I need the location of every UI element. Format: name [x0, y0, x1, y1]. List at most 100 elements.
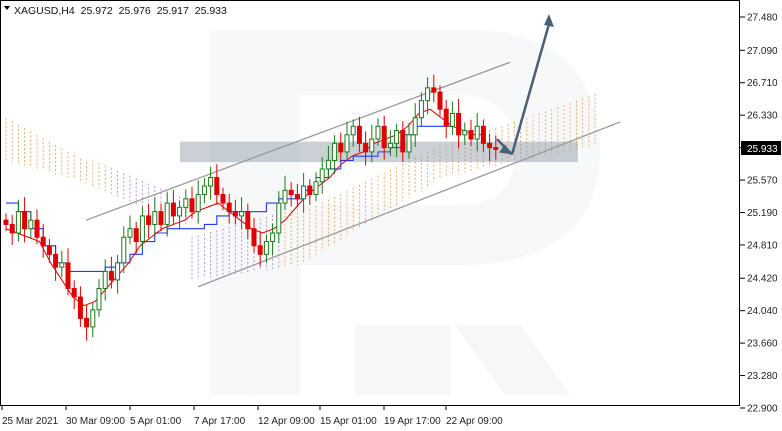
candle: [344, 121, 350, 159]
candle: [487, 133, 493, 162]
channel-lower-line: [197, 121, 621, 288]
candle: [102, 259, 108, 301]
current-price-tag: 25.933: [741, 141, 781, 155]
y-tick-label: 27.480: [747, 13, 778, 24]
high-value: 25.976: [119, 5, 151, 17]
candle-body: [9, 223, 15, 234]
candle-body: [394, 130, 400, 144]
candle-body: [282, 189, 288, 204]
candle: [214, 164, 220, 205]
candle: [232, 199, 238, 225]
candle-body: [332, 142, 338, 161]
candle: [53, 244, 59, 281]
candle: [195, 180, 201, 224]
trend-channel: [85, 61, 621, 288]
candle-body: [437, 91, 443, 110]
candle-body: [220, 194, 226, 204]
candle-body: [319, 168, 325, 183]
candle: [146, 203, 152, 239]
symbol-label: XAGUSD,H4: [14, 5, 75, 17]
candle-body: [369, 138, 375, 153]
candle-body: [263, 241, 269, 255]
x-tick-label: 30 Mar 09:00: [66, 416, 125, 427]
forecast-arrow: [496, 14, 554, 156]
candle-body: [270, 232, 276, 243]
candle-body: [226, 202, 232, 213]
candle: [387, 130, 393, 157]
candle-body: [108, 270, 114, 281]
candle-body: [183, 198, 189, 208]
candle: [363, 131, 369, 166]
candle: [276, 191, 282, 244]
candle: [313, 172, 319, 202]
plot-frame: [0, 0, 740, 406]
arrow-up-line: [510, 23, 551, 155]
candle-body: [232, 211, 238, 217]
candle-body: [356, 125, 362, 144]
candle: [201, 177, 207, 204]
candle: [40, 224, 46, 258]
candle: [189, 186, 195, 219]
candle: [431, 74, 437, 103]
candle: [152, 197, 158, 235]
candle-body: [462, 130, 468, 136]
candle: [90, 302, 96, 338]
candle: [133, 221, 139, 254]
candle: [245, 203, 251, 239]
candle: [158, 203, 164, 232]
candle: [251, 218, 257, 253]
channel-upper-line: [85, 61, 511, 221]
candle-body: [84, 317, 90, 328]
candle: [59, 250, 65, 278]
candle: [480, 119, 486, 152]
candle: [400, 121, 406, 163]
y-tick-label: 24.420: [747, 274, 778, 285]
y-tick-label: 25.190: [747, 208, 778, 219]
collapse-triangle-icon[interactable]: [4, 6, 10, 10]
candle-body: [375, 125, 381, 140]
candle: [270, 223, 276, 256]
candle-body: [170, 202, 176, 217]
x-tick-label: 12 Apr 09:00: [258, 416, 315, 427]
candle-body: [195, 194, 201, 213]
candle-body: [158, 211, 164, 225]
candle-body: [115, 262, 121, 281]
y-tick-label: 23.280: [747, 371, 778, 382]
candle-body: [177, 206, 183, 217]
candle-body: [307, 185, 313, 196]
candle: [164, 192, 170, 237]
y-axis: 27.48027.09026.71026.33025.95025.57025.1…: [740, 13, 778, 415]
watermark-logo: [210, 30, 600, 395]
candle-body: [400, 130, 406, 153]
candle: [9, 215, 15, 245]
candle-body: [381, 125, 387, 149]
candle: [394, 123, 400, 158]
candle-body: [102, 270, 108, 289]
candle-body: [201, 185, 207, 196]
candle-body: [344, 134, 350, 153]
candle-body: [288, 189, 294, 196]
candle: [226, 193, 232, 224]
candle: [170, 189, 176, 225]
y-tick-label: 26.710: [747, 78, 778, 89]
candle: [350, 119, 356, 147]
candle: [493, 135, 499, 160]
candle: [183, 189, 189, 218]
candle-body: [251, 228, 257, 247]
candle-body: [301, 185, 307, 200]
candle-body: [121, 236, 127, 264]
candle: [220, 187, 226, 210]
y-tick-label: 24.810: [747, 240, 778, 251]
candle: [319, 157, 325, 194]
candle-body: [77, 296, 83, 319]
candle: [425, 77, 431, 115]
candle-body: [139, 215, 145, 243]
candle-body: [425, 87, 431, 102]
candle-body: [443, 108, 449, 127]
candle: [3, 213, 9, 232]
candle: [239, 197, 245, 230]
candle: [34, 209, 40, 245]
candle-body: [208, 176, 214, 187]
candle: [127, 215, 133, 245]
